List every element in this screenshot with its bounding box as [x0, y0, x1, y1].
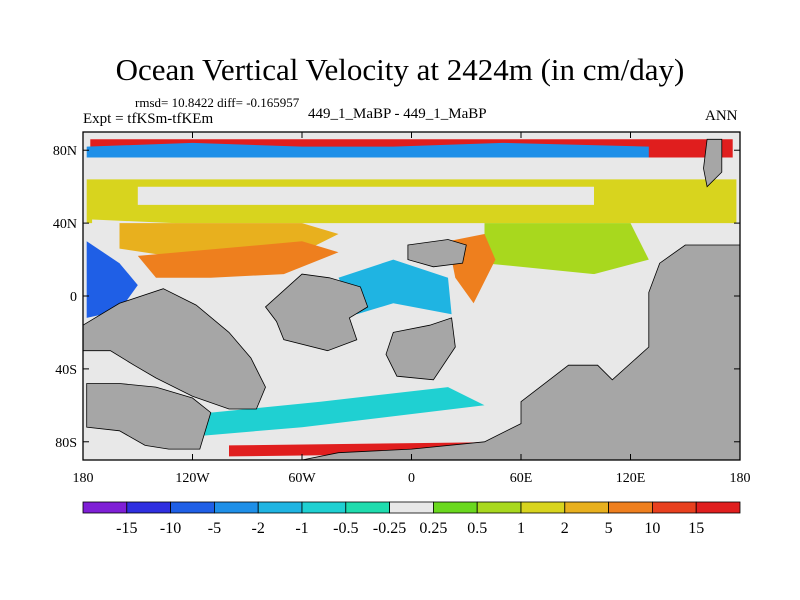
colorbar-label: 0.25 — [419, 520, 447, 537]
stats-label: rmsd= 10.8422 diff= -0.165957 — [135, 95, 300, 110]
colorbar-swatch — [301, 501, 347, 514]
colorbar-label: -10 — [160, 520, 181, 537]
colorbar: -15 -10 -5 -2 -1 -0.5 -0.25 0.25 0.5 1 2 5 10 15 — [82, 501, 741, 537]
land-antarctica — [301, 244, 740, 460]
y-tick-label: 80N — [53, 144, 77, 159]
field-pacific-west-blue — [86, 241, 138, 318]
axis-ticks: 180 120W 60W 0 60E 120E 180 80N 40N 0 40S 80S — [53, 132, 751, 486]
x-tick-label: 60E — [510, 471, 533, 486]
land-arctic-peninsula — [703, 138, 723, 188]
colorbar-label: 5 — [605, 520, 613, 537]
colorbar-swatch — [564, 501, 609, 514]
colorbar-swatch — [82, 501, 128, 514]
colorbar-swatch — [213, 501, 259, 514]
experiment-label: Expt = tfKSm-tfKEm — [83, 111, 214, 127]
y-tick-label: 0 — [70, 290, 77, 305]
field-arctic-inner — [137, 152, 631, 176]
field-arctic-blue — [86, 142, 649, 158]
x-tick-label: 0 — [408, 471, 415, 486]
colorbar-swatch — [608, 501, 653, 514]
field-indian-green — [484, 223, 649, 275]
land-asia-east — [407, 239, 467, 268]
colorbar-swatch — [389, 501, 434, 514]
colorbar-swatch — [126, 501, 172, 514]
colorbar-swatch — [345, 501, 390, 514]
colorbar-label: 15 — [688, 520, 704, 537]
colorbar-swatch — [170, 501, 215, 514]
colorbar-swatch — [432, 501, 478, 514]
map-field-layer — [83, 132, 740, 460]
season-label: ANN — [705, 108, 738, 124]
land-africa-west — [264, 273, 369, 352]
x-tick-label: 180 — [73, 471, 94, 486]
y-tick-label: 40N — [53, 217, 77, 232]
y-tick-label: 80S — [55, 436, 77, 451]
x-tick-label: 60W — [288, 471, 316, 486]
x-tick-label: 120W — [175, 471, 210, 486]
field-atlantic-mixed — [338, 259, 452, 315]
colorbar-label: -2 — [252, 520, 265, 537]
field-indian-white — [484, 274, 649, 369]
colorbar-label: -15 — [116, 520, 137, 537]
field-south-ocean-white — [192, 398, 521, 453]
case-subtitle: 449_1_MaBP - 449_1_MaBP — [308, 106, 487, 122]
colorbar-label: -5 — [208, 520, 221, 537]
colorbar-swatch — [520, 501, 566, 514]
chart-title: Ocean Vertical Velocity at 2424m (in cm/… — [115, 52, 685, 87]
x-tick-label: 180 — [730, 471, 751, 486]
field-tropical-orange — [137, 241, 339, 278]
colorbar-label: 0.5 — [467, 520, 487, 537]
land-north-america — [83, 288, 266, 410]
field-south-ocean-cyan — [174, 387, 485, 439]
colorbar-swatch — [257, 501, 303, 514]
x-tick-label: 120E — [616, 471, 646, 486]
colorbar-label: -0.5 — [333, 520, 358, 537]
colorbar-label: 10 — [644, 520, 660, 537]
land-south-america — [86, 383, 212, 450]
colorbar-label: 1 — [517, 520, 525, 537]
y-tick-label: 40S — [55, 363, 77, 378]
colorbar-label: -0.25 — [373, 520, 406, 537]
colorbar-swatch — [652, 501, 697, 514]
colorbar-label: 2 — [561, 520, 569, 537]
land-africa-east — [385, 317, 456, 381]
colorbar-label: -1 — [295, 520, 308, 537]
colorbar-swatch — [476, 501, 522, 514]
field-mid-north-white — [137, 186, 595, 205]
colorbar-swatch — [695, 501, 741, 514]
